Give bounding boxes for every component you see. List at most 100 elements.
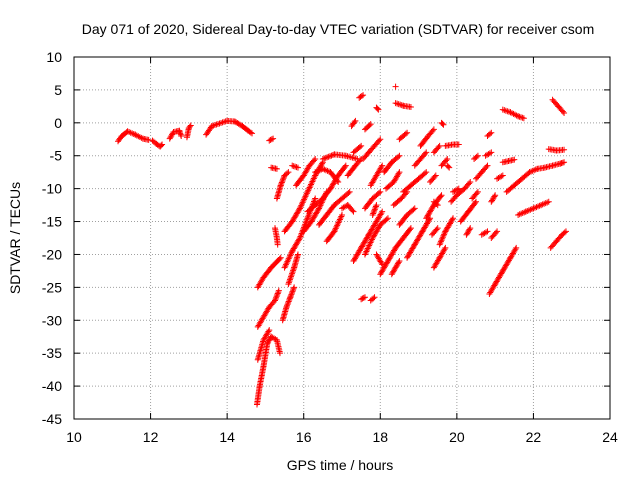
- data-point-marker: [473, 190, 480, 197]
- data-point-marker: [275, 287, 282, 294]
- data-point-marker: [288, 249, 295, 256]
- data-point-marker: [308, 181, 315, 188]
- data-point-marker: [383, 216, 390, 223]
- data-point-marker: [349, 207, 356, 214]
- data-point-marker: [474, 152, 481, 159]
- data-point-marker: [360, 294, 367, 301]
- data-point-marker: [361, 294, 368, 301]
- data-point-marker: [272, 296, 279, 303]
- x-axis-title: GPS time / hours: [287, 457, 394, 473]
- data-point-marker: [284, 301, 291, 308]
- data-point-marker: [280, 175, 287, 182]
- data-point-marker: [422, 150, 429, 157]
- data-point-marker: [395, 259, 402, 266]
- data-point-marker: [492, 192, 499, 199]
- data-point-marker: [545, 198, 552, 205]
- data-point-marker: [282, 261, 289, 268]
- data-point-marker: [286, 254, 293, 261]
- data-point-marker: [407, 225, 414, 232]
- data-point-marker: [366, 242, 373, 249]
- data-point-marker: [288, 273, 295, 280]
- data-point-marker: [316, 205, 323, 212]
- data-point-marker: [474, 188, 481, 195]
- data-point-marker: [266, 137, 273, 144]
- data-point-marker: [376, 137, 383, 144]
- data-point-marker: [362, 249, 369, 256]
- data-point-marker: [158, 142, 165, 149]
- data-point-marker: [433, 200, 440, 207]
- data-point-marker: [378, 210, 385, 217]
- y-tick-label: 0: [54, 115, 62, 131]
- data-point-marker: [392, 100, 399, 107]
- data-point-marker: [438, 192, 445, 199]
- data-point-marker: [377, 188, 384, 195]
- data-point-marker: [411, 205, 418, 212]
- data-point-marker: [364, 245, 371, 252]
- data-point-marker: [303, 190, 310, 197]
- data-point-marker: [338, 213, 345, 220]
- data-point-marker: [289, 270, 296, 277]
- data-point-marker: [423, 149, 430, 156]
- data-point-marker: [305, 187, 312, 194]
- data-point-marker: [375, 106, 382, 113]
- data-point-marker: [273, 293, 280, 300]
- data-point-marker: [289, 269, 296, 276]
- data-point-marker: [365, 243, 372, 250]
- data-point-marker: [438, 237, 445, 244]
- data-point-marker: [455, 141, 462, 148]
- data-point-marker: [435, 144, 442, 151]
- data-point-marker: [285, 257, 292, 264]
- data-point-marker: [309, 178, 316, 185]
- data-points: [115, 83, 569, 408]
- data-point-marker: [274, 241, 281, 248]
- data-point-marker: [484, 162, 491, 169]
- data-point-marker: [305, 185, 312, 192]
- y-tick-label: -20: [42, 246, 62, 262]
- data-point-marker: [444, 156, 451, 163]
- data-point-marker: [273, 165, 280, 172]
- data-point-marker: [373, 202, 380, 209]
- x-tick-label: 12: [143, 429, 159, 445]
- data-point-marker: [358, 142, 365, 149]
- data-point-marker: [296, 236, 303, 243]
- data-point-marker: [487, 130, 494, 137]
- x-tick-label: 10: [66, 429, 82, 445]
- data-point-marker: [439, 235, 446, 242]
- data-point-marker: [356, 143, 363, 150]
- data-point-marker: [512, 246, 519, 253]
- data-point-marker: [300, 197, 307, 204]
- data-point-marker: [216, 120, 223, 127]
- data-point-marker: [431, 173, 438, 180]
- axis-ticks: 10 12 14 16 18 20 22 24 10 5 0 -5 -10 -15 -20 -25 -30 -35…: [42, 49, 618, 445]
- data-point-marker: [559, 108, 566, 115]
- data-point-marker: [345, 190, 352, 197]
- data-point-marker: [370, 295, 377, 302]
- data-point-marker: [219, 119, 226, 126]
- data-point-marker: [432, 172, 439, 179]
- data-point-marker: [270, 135, 277, 142]
- data-point-marker: [398, 102, 405, 109]
- data-point-marker: [441, 231, 448, 238]
- data-point-marker: [404, 129, 411, 136]
- data-point-marker: [351, 119, 358, 126]
- data-point-marker: [562, 228, 569, 235]
- data-point-marker: [407, 104, 414, 111]
- data-point-marker: [392, 83, 399, 90]
- data-point-marker: [374, 105, 381, 112]
- data-point-marker: [299, 199, 306, 206]
- data-point-marker: [321, 155, 328, 162]
- data-point-marker: [315, 206, 322, 213]
- data-point-marker: [472, 200, 479, 207]
- data-point-marker: [290, 285, 297, 292]
- x-tick-label: 14: [219, 429, 235, 445]
- data-point-marker: [561, 159, 568, 166]
- data-point-marker: [316, 203, 323, 210]
- data-point-marker: [358, 296, 365, 303]
- data-point-marker: [561, 229, 568, 236]
- data-point-marker: [332, 225, 339, 232]
- data-point-marker: [406, 226, 413, 233]
- data-point-marker: [371, 207, 378, 214]
- data-point-marker: [395, 101, 402, 108]
- data-point-marker: [334, 222, 341, 229]
- data-point-marker: [498, 173, 505, 180]
